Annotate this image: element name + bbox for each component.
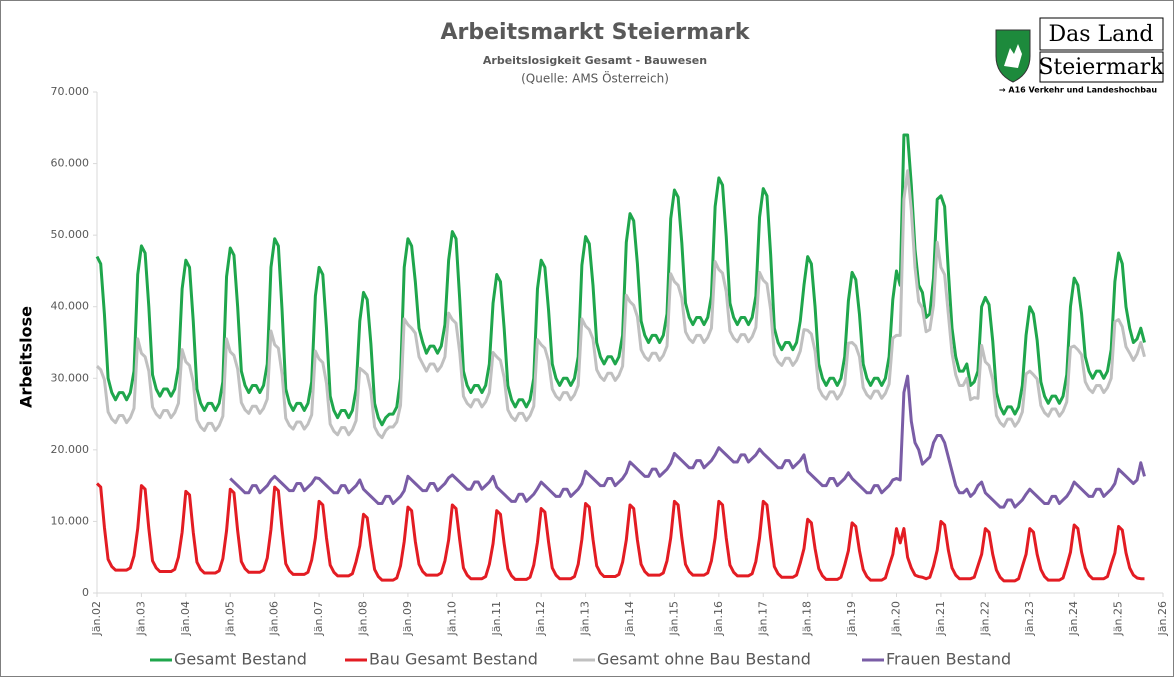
x-tick-label: Jän.19: [845, 601, 858, 636]
x-tick-label: Jän.08: [357, 601, 370, 636]
x-tick-label: Jän.05: [223, 601, 236, 636]
x-tick-label: Jän.02: [90, 601, 103, 636]
x-tick-label: Jän.12: [534, 601, 547, 636]
x-tick-label: Jän.22: [978, 601, 991, 636]
chart-subtitle: Arbeitslosigkeit Gesamt - Bauwesen: [483, 54, 707, 67]
legend-label: Gesamt ohne Bau Bestand: [597, 650, 811, 669]
x-tick-label: Jän.03: [134, 601, 147, 636]
legend-label: Gesamt Bestand: [174, 650, 307, 669]
x-tick-label: Jän.04: [179, 601, 192, 636]
y-axis-label: Arbeitslose: [17, 306, 36, 408]
logo-box: [1039, 17, 1164, 51]
logo-text: Steiermark: [1038, 55, 1164, 80]
x-tick-label: Jän.20: [890, 601, 903, 636]
legend-label: Frauen Bestand: [886, 650, 1011, 669]
logo-box: [1039, 51, 1164, 83]
y-tick-label: 30.000: [51, 371, 90, 384]
legend-label: Bau Gesamt Bestand: [369, 650, 538, 669]
logo-panther: [1004, 44, 1022, 68]
y-tick-label: 60.000: [51, 157, 90, 170]
chart-title: Arbeitsmarkt Steiermark: [441, 20, 751, 45]
series-line: [95, 482, 1145, 583]
y-tick-label: 40.000: [51, 300, 90, 313]
x-tick-label: Jän.18: [801, 601, 814, 636]
x-tick-label: Jän.06: [268, 601, 281, 636]
y-tick-label: 10.000: [51, 514, 90, 527]
y-tick-label: 20.000: [51, 443, 90, 456]
x-tick-label: Jän.16: [712, 601, 725, 636]
chart-note: (Quelle: AMS Österreich): [521, 70, 669, 86]
x-tick-label: Jän.24: [1067, 601, 1080, 636]
logo-text: Das Land: [1048, 22, 1153, 47]
x-tick-label: Jän.07: [312, 601, 325, 636]
y-tick-label: 0: [82, 586, 89, 599]
x-tick-label: Jän.21: [934, 601, 947, 636]
x-tick-label: Jän.23: [1023, 601, 1036, 636]
series-line: [95, 133, 1146, 427]
y-tick-label: 50.000: [51, 228, 90, 241]
x-tick-label: Jän.26: [1156, 601, 1169, 636]
logo-unit: → A16 Verkehr und Landeshochbau: [999, 86, 1157, 95]
y-tick-label: 70.000: [51, 85, 90, 98]
x-tick-label: Jän.14: [623, 601, 636, 636]
x-tick-label: Jän.15: [667, 601, 680, 636]
x-tick-label: Jän.11: [490, 601, 503, 636]
x-tick-label: Jän.09: [401, 601, 414, 636]
x-tick-label: Jän.10: [445, 601, 458, 636]
x-tick-label: Jän.17: [756, 601, 769, 636]
logo: Das Land Steiermark → A16 Verkehr und La…: [995, 17, 1164, 95]
series-line: [95, 169, 1146, 440]
x-tick-label: Jän.13: [579, 601, 592, 636]
series-line: [229, 374, 1146, 509]
x-tick-label: Jän.25: [1112, 601, 1125, 636]
